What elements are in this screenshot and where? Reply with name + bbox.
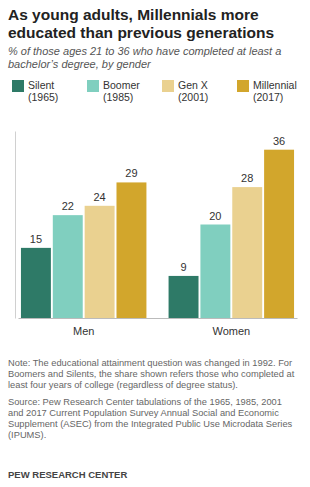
text-line: least four years of college (regardless …	[8, 380, 238, 390]
text-line: (IPUMS).	[8, 430, 46, 440]
legend-swatch	[237, 80, 249, 92]
data-label: 22	[62, 200, 74, 212]
text-line: % of those ages 21 to 36 who have comple…	[8, 45, 281, 57]
legend-swatch	[87, 80, 99, 92]
legend-swatch	[12, 80, 24, 92]
x-tick: Women	[212, 318, 250, 337]
data-label: 9	[180, 261, 186, 273]
bar	[200, 225, 230, 319]
legend-label: Boomer(1985)	[103, 79, 140, 103]
legend-label: Gen X(2001)	[178, 79, 208, 103]
bar	[264, 150, 294, 318]
data-label: 28	[241, 172, 253, 184]
text-line: Boomer	[103, 79, 140, 91]
text-line: Note: The educational attainment questio…	[8, 358, 292, 368]
x-axis: Men Women	[19, 318, 298, 337]
axis-line	[15, 132, 16, 319]
bar	[21, 248, 51, 318]
legend-item: Boomer(1985)	[87, 79, 140, 103]
bar	[53, 215, 83, 318]
text-line: Supplement (ASEC) from the Integrated Pu…	[8, 419, 293, 429]
text-line: (1985)	[103, 91, 133, 103]
text-line: Silent	[28, 79, 54, 91]
legend: Silent(1965) Boomer(1985) Gen X(2001) Mille…	[12, 79, 297, 103]
data-labels: 15 9 22 20 24 28 29 36	[30, 135, 285, 273]
text-line: educated than previous generations	[8, 24, 274, 41]
bars	[21, 150, 294, 318]
source: Source: Pew Research Center tabulations …	[8, 397, 293, 440]
data-label: 20	[209, 210, 221, 222]
legend-item: Gen X(2001)	[162, 79, 208, 103]
chart: As young adults, Millennials moreeducate…	[0, 0, 310, 487]
text-line: Source: Pew Research Center tabulations …	[8, 397, 282, 407]
legend-label: Millennial(2017)	[253, 79, 297, 103]
bar	[85, 206, 115, 318]
category-label: Men	[73, 325, 94, 337]
data-label: 29	[125, 167, 137, 179]
title: As young adults, Millennials moreeducate…	[8, 6, 274, 41]
legend-swatch	[162, 80, 174, 92]
text-line: Gen X	[178, 79, 208, 91]
text-line: (2017)	[253, 91, 283, 103]
text-line: bachelor’s degree, by gender	[8, 58, 152, 70]
axis-line	[19, 318, 298, 319]
legend-item: Millennial(2017)	[237, 79, 297, 103]
text-line: As young adults, Millennials more	[8, 6, 259, 23]
category-label: Women	[212, 325, 250, 337]
bar	[169, 276, 199, 318]
note: Note: The educational attainment questio…	[8, 358, 295, 390]
data-label: 15	[30, 233, 42, 245]
credit: PEW RESEARCH CENTER	[8, 469, 127, 480]
text-line: (2001)	[178, 91, 208, 103]
legend-label: Silent(1965)	[28, 79, 58, 103]
text-line: Boomers and Silents, the share shown ref…	[8, 369, 295, 379]
y-axis	[15, 132, 17, 319]
bar	[232, 187, 262, 318]
bar	[116, 182, 146, 318]
text-line: Millennial	[253, 79, 297, 91]
text-line: (1965)	[28, 91, 58, 103]
x-tick: Men	[73, 318, 94, 337]
text-line: and 2017 Current Population Survey Annua…	[8, 408, 279, 418]
legend-item: Silent(1965)	[12, 79, 58, 103]
data-label: 24	[93, 191, 105, 203]
subtitle: % of those ages 21 to 36 who have comple…	[8, 45, 281, 70]
data-label: 36	[273, 135, 285, 147]
